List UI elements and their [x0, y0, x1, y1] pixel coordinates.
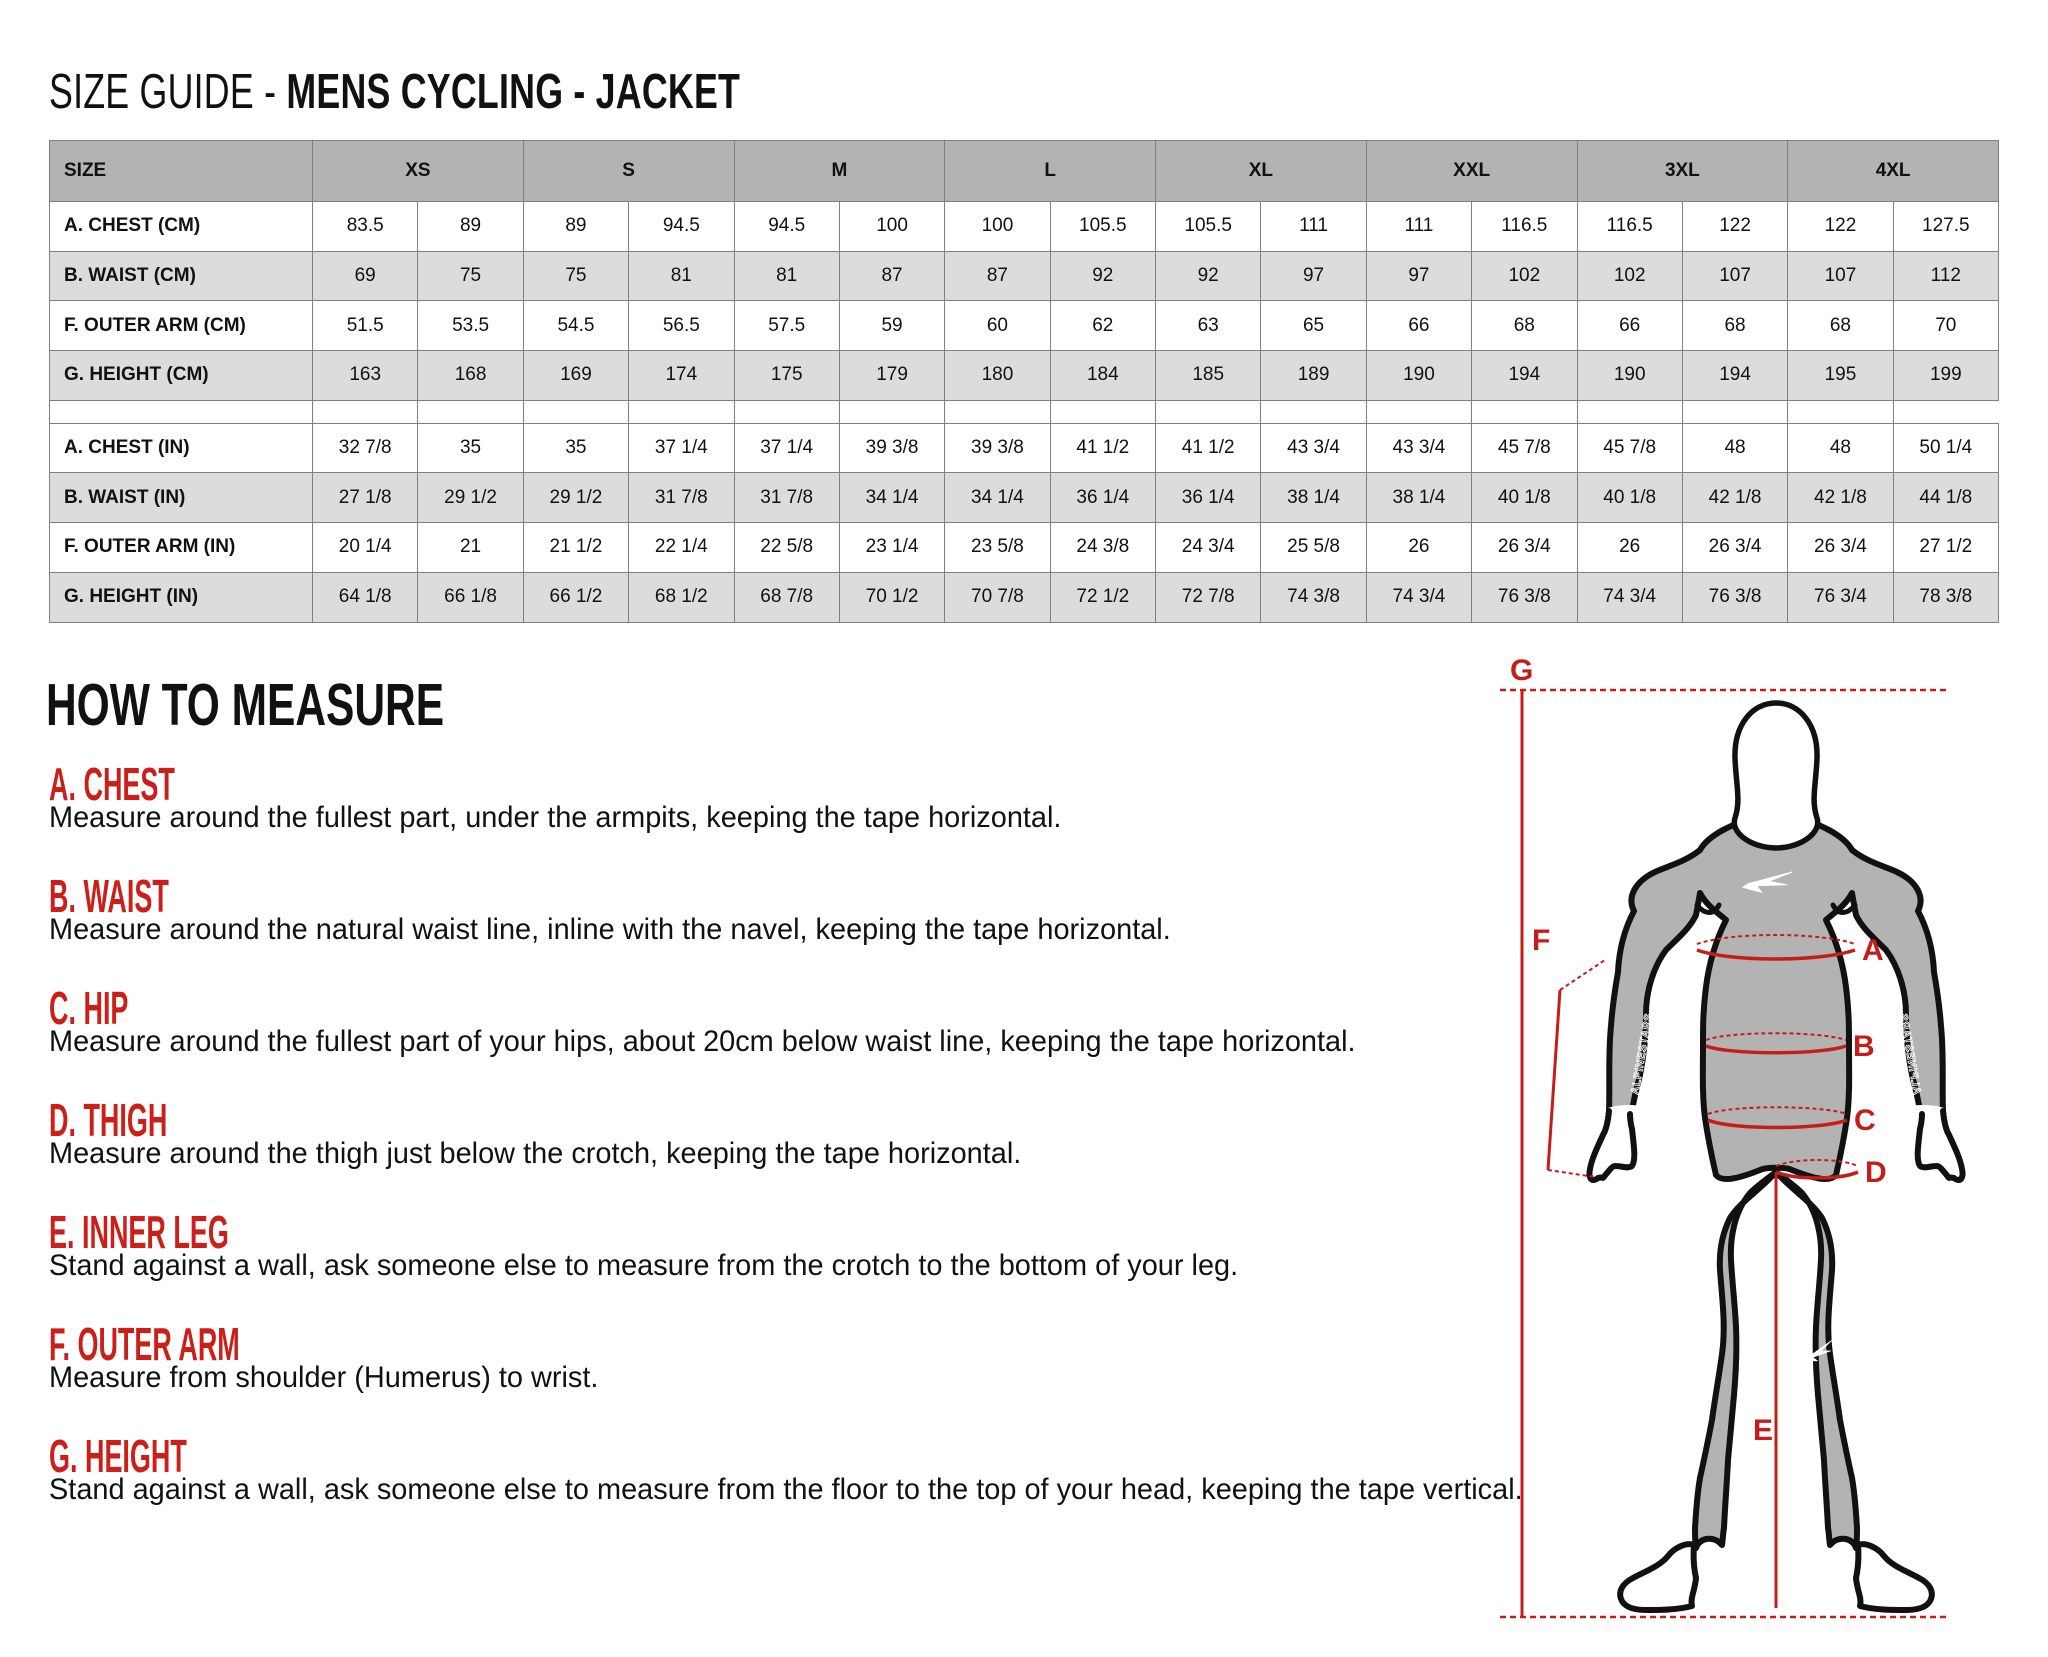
svg-text:G: G [1510, 654, 1533, 687]
svg-text:A: A [1862, 934, 1884, 967]
svg-text:F: F [1532, 924, 1550, 957]
svg-text:E: E [1753, 1414, 1773, 1447]
svg-text:C: C [1854, 1104, 1876, 1137]
svg-text:D: D [1865, 1156, 1887, 1189]
svg-text:B: B [1853, 1030, 1875, 1063]
